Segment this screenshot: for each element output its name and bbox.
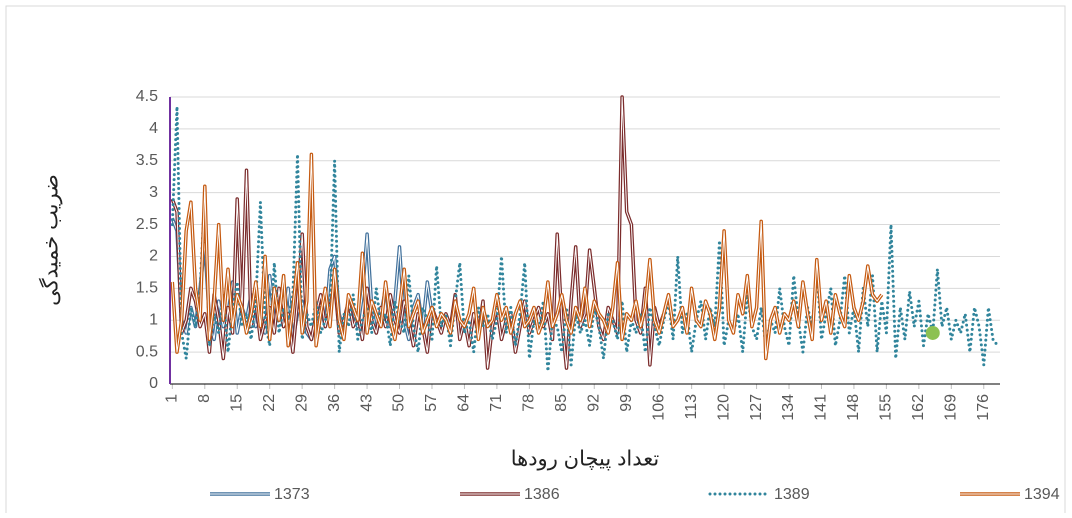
x-axis-title: تعداد پیچان رودها — [511, 448, 660, 471]
x-tick-label: 57 — [423, 394, 440, 412]
legend-label: 1389 — [774, 486, 810, 503]
x-tick-label: 71 — [488, 394, 505, 412]
x-tick-label: 1 — [164, 394, 181, 403]
highlight-point — [925, 325, 940, 340]
x-tick-label: 15 — [228, 394, 245, 412]
y-axis-title: ضریب خمیدگی — [39, 174, 63, 306]
x-tick-label: 169 — [943, 394, 960, 421]
legend-label: 1386 — [524, 486, 560, 503]
x-tick-label: 127 — [748, 394, 765, 421]
y-tick-label: 1.5 — [136, 280, 158, 297]
y-tick-label: 1 — [149, 311, 158, 328]
x-tick-label: 99 — [618, 394, 635, 412]
chart-frame — [5, 5, 1066, 518]
y-tick-label: 0.5 — [136, 343, 158, 360]
x-tick-label: 64 — [456, 394, 473, 412]
x-tick-label: 120 — [715, 394, 732, 421]
y-tick-label: 3 — [149, 184, 158, 201]
y-tick-label: 0 — [149, 375, 158, 392]
y-tick-label: 2 — [149, 248, 158, 265]
y-tick-label: 3.5 — [136, 152, 158, 169]
y-tick-label: 4.5 — [136, 88, 158, 105]
series-line-inner — [171, 96, 665, 369]
x-tick-label: 50 — [391, 394, 408, 412]
legend-label: 1394 — [1024, 486, 1060, 503]
x-tick-label: 106 — [650, 394, 667, 421]
x-tick-label: 43 — [358, 394, 375, 412]
x-tick-label: 141 — [813, 394, 830, 421]
x-tick-label: 8 — [196, 394, 213, 403]
x-tick-label: 148 — [845, 394, 862, 421]
series-line-inner — [171, 153, 883, 359]
x-tick-label: 29 — [293, 394, 310, 412]
x-tick-label: 92 — [585, 394, 602, 412]
y-tick-label: 4 — [149, 120, 158, 137]
x-tick-label: 176 — [975, 394, 992, 421]
x-tick-label: 113 — [683, 394, 700, 420]
x-tick-label: 162 — [910, 394, 927, 421]
x-tick-label: 155 — [878, 394, 895, 421]
x-tick-label: 134 — [780, 394, 797, 421]
series-line — [170, 106, 1000, 372]
x-tick-label: 78 — [521, 394, 538, 412]
legend-label: 1373 — [274, 486, 310, 503]
x-tick-label: 22 — [261, 394, 278, 412]
x-tick-label: 36 — [326, 394, 343, 412]
y-tick-label: 2.5 — [136, 216, 158, 233]
x-tick-label: 85 — [553, 394, 570, 412]
